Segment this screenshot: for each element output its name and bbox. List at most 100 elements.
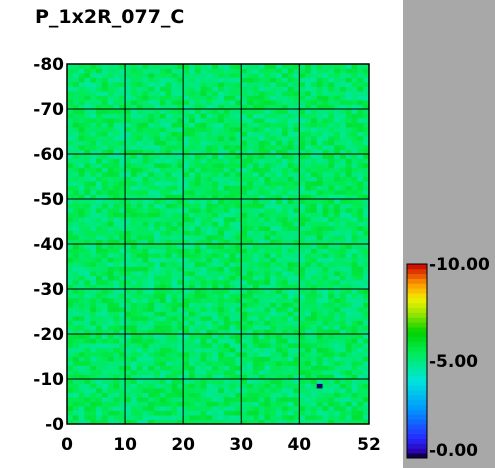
heatmap-cell <box>78 131 85 137</box>
heatmap-cell <box>235 311 242 317</box>
heatmap-cell <box>223 248 231 254</box>
heatmap-cell <box>357 190 364 195</box>
heatmap-cell <box>159 226 167 231</box>
heatmap-cell <box>194 163 201 168</box>
heatmap-cell <box>223 131 231 137</box>
heatmap-cell <box>212 320 219 326</box>
heatmap-cell <box>125 298 132 303</box>
heatmap-cell <box>334 361 341 366</box>
heatmap-cell <box>316 365 323 371</box>
heatmap-cell <box>194 352 201 357</box>
heatmap-cell <box>107 221 114 227</box>
heatmap-cell <box>276 347 283 353</box>
heatmap-cell <box>72 284 80 290</box>
heatmap-cell <box>229 415 236 420</box>
heatmap-cell <box>328 64 335 69</box>
heatmap-cell <box>72 239 80 245</box>
heatmap-cell <box>154 338 161 344</box>
heatmap-cell <box>252 167 260 173</box>
heatmap-cell <box>84 199 91 204</box>
heatmap-cell <box>107 343 114 348</box>
heatmap-cell <box>177 257 184 263</box>
heatmap-cell <box>72 244 80 249</box>
heatmap-cell <box>107 203 114 209</box>
heatmap-cell <box>247 226 254 231</box>
heatmap-cell <box>200 226 207 231</box>
heatmap-cell <box>276 167 283 173</box>
heatmap-cell <box>310 199 318 204</box>
heatmap-cell <box>235 181 242 186</box>
heatmap-cell <box>328 307 335 312</box>
heatmap-cell <box>84 109 91 114</box>
heatmap-cell <box>177 253 184 258</box>
heatmap-cell <box>90 311 97 317</box>
colorbar-segment <box>407 414 427 420</box>
heatmap-cell <box>206 176 213 182</box>
heatmap-cell <box>357 64 364 69</box>
heatmap-cell <box>252 104 260 110</box>
heatmap-cell <box>287 230 294 236</box>
heatmap-cell <box>183 248 190 254</box>
heatmap-cell <box>363 190 370 195</box>
heatmap-cell <box>119 379 126 384</box>
heatmap-cell <box>107 298 114 303</box>
heatmap-cell <box>223 392 231 398</box>
heatmap-cell <box>194 145 201 150</box>
heatmap-cell <box>171 370 178 375</box>
heatmap-cell <box>90 176 97 182</box>
heatmap-cell <box>107 311 114 317</box>
heatmap-cell <box>90 244 97 249</box>
heatmap-cell <box>78 212 85 218</box>
heatmap-cell <box>72 253 80 258</box>
heatmap-cell <box>322 410 329 416</box>
heatmap-cell <box>107 419 114 425</box>
heatmap-cell <box>78 221 85 227</box>
heatmap-cell <box>322 100 329 105</box>
heatmap-cell <box>223 415 231 420</box>
heatmap-cell <box>247 109 254 114</box>
heatmap-cell <box>212 302 219 308</box>
heatmap-cell <box>345 284 352 290</box>
heatmap-cell <box>90 275 97 281</box>
heatmap-cell <box>206 190 213 195</box>
heatmap-cell <box>247 419 254 425</box>
heatmap-cell <box>328 343 335 348</box>
heatmap-cell <box>305 86 312 92</box>
heatmap-cell <box>270 77 277 83</box>
heatmap-cell <box>206 325 213 330</box>
heatmap-cell <box>293 68 300 74</box>
heatmap-cell <box>90 284 97 290</box>
heatmap-cell <box>339 82 347 87</box>
colorbar-segment <box>407 264 427 270</box>
heatmap-cell <box>339 235 347 240</box>
heatmap-cell <box>258 194 265 200</box>
heatmap-cell <box>270 392 277 398</box>
heatmap-cell <box>322 401 329 407</box>
heatmap-cell <box>194 257 201 263</box>
heatmap-cell <box>293 374 300 380</box>
heatmap-cell <box>334 320 341 326</box>
heatmap-cell <box>241 379 248 384</box>
heatmap-cell <box>328 226 335 231</box>
heatmap-cell <box>78 302 85 308</box>
heatmap-cell <box>96 176 103 182</box>
heatmap-cell <box>78 388 85 393</box>
heatmap-cell <box>84 158 91 164</box>
heatmap-cell <box>84 127 91 132</box>
heatmap-cell <box>101 379 109 384</box>
heatmap-cell <box>113 118 120 123</box>
heatmap-cell <box>339 100 347 105</box>
heatmap-cell <box>218 298 225 303</box>
heatmap-cell <box>328 208 335 213</box>
heatmap-cell <box>287 145 294 150</box>
heatmap-cell <box>339 131 347 137</box>
heatmap-cell <box>357 172 364 177</box>
heatmap-cell <box>125 122 132 128</box>
heatmap-cell <box>264 383 271 389</box>
heatmap-cell <box>171 248 178 254</box>
heatmap-cell <box>194 199 201 204</box>
heatmap-cell <box>305 289 312 294</box>
heatmap-cell <box>171 253 178 258</box>
heatmap-cell <box>90 86 97 92</box>
heatmap-cell <box>130 352 138 357</box>
